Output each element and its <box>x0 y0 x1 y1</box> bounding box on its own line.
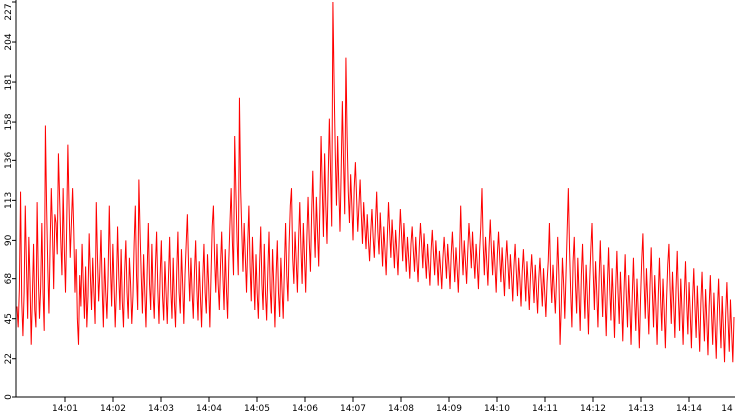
y-axis: 0 22 45 68 90 113 136 158 181 204 227 <box>4 0 17 400</box>
y-tick-label: 158 <box>4 113 14 130</box>
x-tick-label: 14:13 <box>628 404 654 414</box>
y-tick-label: 68 <box>4 273 14 285</box>
y-tick-label: 227 <box>4 3 14 20</box>
y-tick-label: 90 <box>4 234 14 246</box>
x-tick-label: 14:07 <box>340 404 366 414</box>
plot-area <box>16 1 735 363</box>
y-tick-label: 136 <box>4 151 14 168</box>
x-tick-label: 14:04 <box>196 404 222 414</box>
x-tick-label: 14:08 <box>388 404 414 414</box>
x-tick-label: 14:10 <box>484 404 510 414</box>
x-tick-label: 14:05 <box>244 404 270 414</box>
x-tick-label: 14:01 <box>52 404 78 414</box>
y-tick-label: 22 <box>4 353 14 364</box>
x-axis: 14:01 14:02 14:03 14:04 14:05 14:06 14:07 14:08… <box>16 396 735 414</box>
series-line <box>16 1 735 363</box>
x-tick-label: 14:02 <box>100 404 126 414</box>
y-tick-label: 181 <box>4 73 14 90</box>
x-tick-label: 14:11 <box>532 404 558 414</box>
x-tick-label: 14:06 <box>292 404 318 414</box>
x-tick-label: 14:12 <box>580 404 606 414</box>
y-tick-label: 45 <box>4 313 14 324</box>
x-tick-label: 14:09 <box>436 404 462 414</box>
y-tick-label: 204 <box>4 33 14 50</box>
x-tick-label: 14:03 <box>148 404 174 414</box>
y-tick-label: 0 <box>4 394 14 400</box>
x-tick-label: 14 <box>721 404 733 414</box>
x-tick-label: 14:14 <box>676 404 702 414</box>
y-tick-label: 113 <box>4 192 14 209</box>
